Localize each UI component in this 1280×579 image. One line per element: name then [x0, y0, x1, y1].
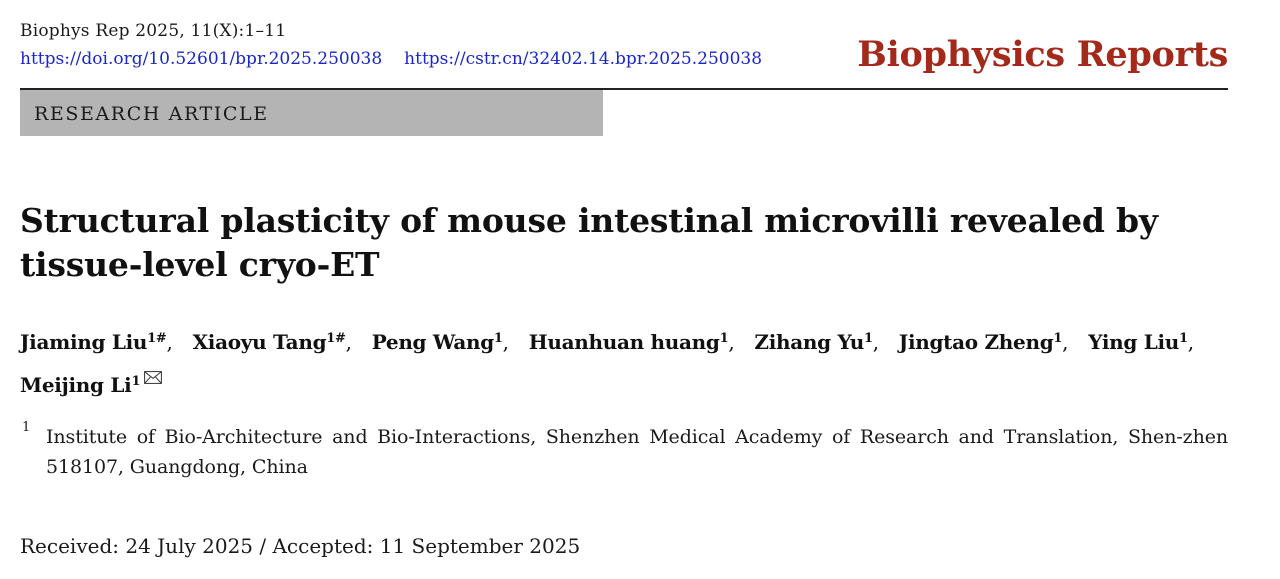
author-affiliation-mark: 1#: [147, 331, 167, 346]
author-affiliation-mark: 1: [863, 331, 873, 346]
article-type: RESEARCH ARTICLE: [34, 103, 269, 125]
affiliation-text: Institute of Bio-Architecture and Bio-In…: [46, 426, 1228, 478]
journal-citation: Biophys Rep 2025, 11(X):1–11: [20, 21, 287, 41]
received-accepted-dates: Received: 24 July 2025 / Accepted: 11 Se…: [20, 534, 581, 558]
author-affiliation-mark: 1: [131, 374, 141, 389]
author[interactable]: Zihang Yu1: [754, 330, 873, 354]
author-name: Peng Wang: [371, 330, 495, 354]
author-name: Jiaming Liu: [20, 330, 148, 354]
author[interactable]: Jiaming Liu1#: [20, 330, 167, 354]
author[interactable]: Ying Liu1: [1088, 330, 1188, 354]
cstr-link[interactable]: https://cstr.cn/32402.14.bpr.2025.250038: [404, 49, 763, 69]
author-list: Jiaming Liu1#, Xiaoyu Tang1#, Peng Wang1…: [20, 325, 1228, 403]
article-title: Structural plasticity of mouse intestina…: [20, 201, 1158, 284]
author-name: Huanhuan huang: [528, 330, 720, 354]
envelope-icon[interactable]: [144, 360, 163, 395]
author-name: Meijing Li: [20, 373, 132, 397]
author-name: Jingtao Zheng: [898, 330, 1054, 354]
author[interactable]: Jingtao Zheng1: [898, 330, 1063, 354]
author[interactable]: Meijing Li1: [20, 373, 140, 397]
author-affiliation-mark: 1: [493, 331, 503, 346]
author-affiliation-mark: 1: [1053, 331, 1063, 346]
author-affiliation-mark: 1#: [326, 331, 346, 346]
author[interactable]: Peng Wang1: [372, 330, 503, 354]
author-name: Xiaoyu Tang: [192, 330, 327, 354]
author-separator: ,: [1062, 330, 1069, 354]
article-type-band: RESEARCH ARTICLE: [20, 90, 603, 136]
author-separator: ,: [728, 330, 735, 354]
author-separator: ,: [345, 330, 352, 354]
author-separator: ,: [1187, 330, 1194, 354]
author[interactable]: Huanhuan huang1: [529, 330, 729, 354]
affiliation-number: 1: [22, 420, 31, 435]
article-links: https://doi.org/10.52601/bpr.2025.250038…: [20, 48, 762, 70]
author-name: Ying Liu: [1088, 330, 1180, 354]
doi-link[interactable]: https://doi.org/10.52601/bpr.2025.250038: [20, 49, 383, 69]
author-name: Zihang Yu: [754, 330, 864, 354]
author-affiliation-mark: 1: [719, 331, 729, 346]
author-separator: ,: [872, 330, 879, 354]
author-separator: ,: [502, 330, 509, 354]
author-affiliation-mark: 1: [1179, 331, 1188, 346]
journal-name: Biophysics Reports: [857, 34, 1228, 75]
affiliation: 1 Institute of Bio-Architecture and Bio-…: [20, 420, 1228, 482]
author[interactable]: Xiaoyu Tang1#: [193, 330, 346, 354]
author-separator: ,: [166, 330, 173, 354]
article-first-page: Biophys Rep 2025, 11(X):1–11 https://doi…: [20, 0, 1228, 579]
header-rule: [20, 88, 1228, 90]
